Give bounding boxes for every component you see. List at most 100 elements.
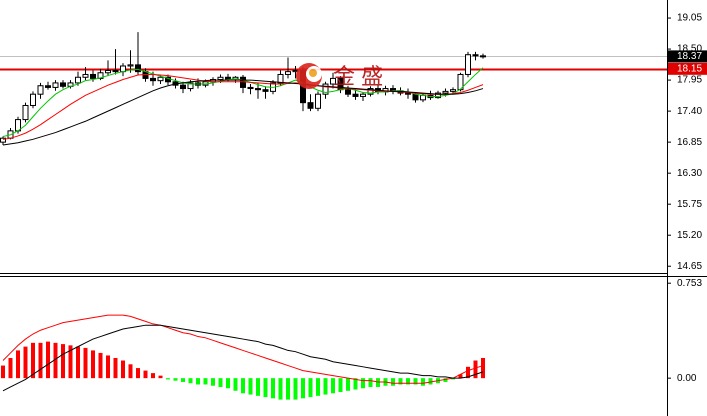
candle-body	[405, 92, 411, 95]
candle-body	[90, 73, 96, 79]
candle-body	[360, 93, 366, 97]
histogram-bar	[91, 350, 95, 379]
histogram-bar	[331, 378, 335, 394]
moving-average-line	[2, 79, 484, 146]
candle-body	[75, 76, 81, 84]
watermark-text: 金 盛	[333, 64, 383, 89]
histogram-bar	[46, 341, 50, 379]
signal-line	[2, 314, 484, 384]
y-tick-label: 14.65	[677, 261, 702, 272]
candle-body	[187, 82, 194, 90]
histogram-bar	[38, 342, 43, 379]
candle-body	[307, 102, 314, 109]
histogram-bar	[376, 378, 380, 387]
histogram-bar	[451, 378, 455, 380]
candle-body	[367, 88, 374, 95]
y-tick-label: 0.753	[677, 278, 702, 289]
histogram-bar	[413, 378, 418, 385]
candle-body	[37, 85, 44, 95]
histogram-bar	[31, 342, 35, 379]
candle-body	[480, 55, 486, 58]
histogram-bar	[301, 378, 305, 399]
histogram-bar	[481, 357, 485, 379]
price-tag	[668, 62, 707, 75]
price-tag-label: 18.37	[677, 51, 702, 62]
candle-body	[30, 93, 36, 106]
histogram-bar	[143, 370, 148, 379]
y-tick-label: 18.50	[677, 44, 702, 55]
histogram-bar	[136, 368, 140, 379]
y-tick-label: 16.30	[677, 168, 702, 179]
y-tick-label: 15.75	[677, 199, 702, 210]
price-tag	[668, 50, 707, 63]
histogram-bar	[248, 378, 253, 395]
histogram-bar	[391, 378, 395, 386]
candle-body	[330, 77, 336, 85]
histogram-bar	[323, 378, 328, 395]
price-tag-label: 18.15	[677, 63, 702, 74]
histogram-bar	[398, 378, 403, 385]
candle-body	[157, 76, 164, 82]
candle-body	[52, 82, 59, 88]
candle-body	[255, 88, 261, 91]
histogram-bar	[286, 378, 290, 400]
y-tick-label: 19.05	[677, 13, 702, 24]
candle-body	[60, 82, 66, 87]
candle-body	[262, 89, 269, 92]
histogram-bar	[151, 373, 155, 379]
candle-body	[442, 90, 449, 94]
candle-body	[322, 83, 329, 95]
y-tick-label: 0.00	[677, 373, 697, 384]
histogram-bar	[316, 378, 320, 396]
watermark-logo	[309, 69, 317, 77]
histogram-bar	[128, 364, 133, 379]
histogram-bar	[473, 360, 478, 379]
histogram-bar	[443, 378, 448, 382]
candle-body	[472, 54, 479, 57]
candle-body	[277, 73, 284, 84]
histogram-bar	[226, 378, 230, 389]
candle-body	[105, 70, 111, 74]
histogram-bar	[458, 374, 463, 379]
histogram-bar	[158, 375, 163, 379]
candle-body	[352, 93, 359, 97]
candle-body	[97, 72, 104, 79]
candle-body	[22, 104, 29, 121]
histogram-bar	[368, 378, 373, 387]
histogram-bar	[406, 378, 410, 385]
histogram-bar	[421, 378, 425, 386]
candle-body	[345, 89, 351, 95]
histogram-bar	[8, 357, 13, 379]
histogram-bar	[16, 350, 20, 379]
histogram-bar	[428, 378, 433, 385]
histogram-bar	[166, 378, 170, 380]
histogram-bar	[188, 378, 193, 384]
candle-body	[112, 70, 119, 73]
candle-body	[450, 89, 456, 92]
histogram-bar	[106, 355, 110, 379]
histogram-bar	[241, 378, 245, 394]
histogram-bar	[68, 345, 73, 379]
histogram-bar	[76, 346, 80, 379]
histogram-bar	[233, 378, 238, 391]
candle-body	[127, 64, 134, 67]
histogram-bar	[466, 366, 470, 379]
candle-body	[180, 84, 186, 90]
histogram-bar	[113, 357, 118, 379]
candle-body	[435, 92, 441, 99]
histogram-bar	[121, 360, 125, 379]
histogram-bar	[278, 378, 283, 400]
histogram-bar	[83, 347, 88, 379]
moving-average-line	[2, 73, 484, 140]
histogram-bar	[53, 342, 58, 379]
histogram-bar	[346, 378, 350, 391]
y-tick-label: 15.20	[677, 230, 702, 241]
histogram-bar	[218, 378, 223, 387]
watermark: 金 盛	[296, 63, 383, 89]
y-tick-label: 16.85	[677, 137, 702, 148]
histogram-bar	[196, 378, 200, 385]
candle-body	[150, 77, 156, 82]
candle-body	[45, 85, 51, 88]
signal-line	[2, 324, 484, 392]
candle-body	[285, 71, 291, 75]
